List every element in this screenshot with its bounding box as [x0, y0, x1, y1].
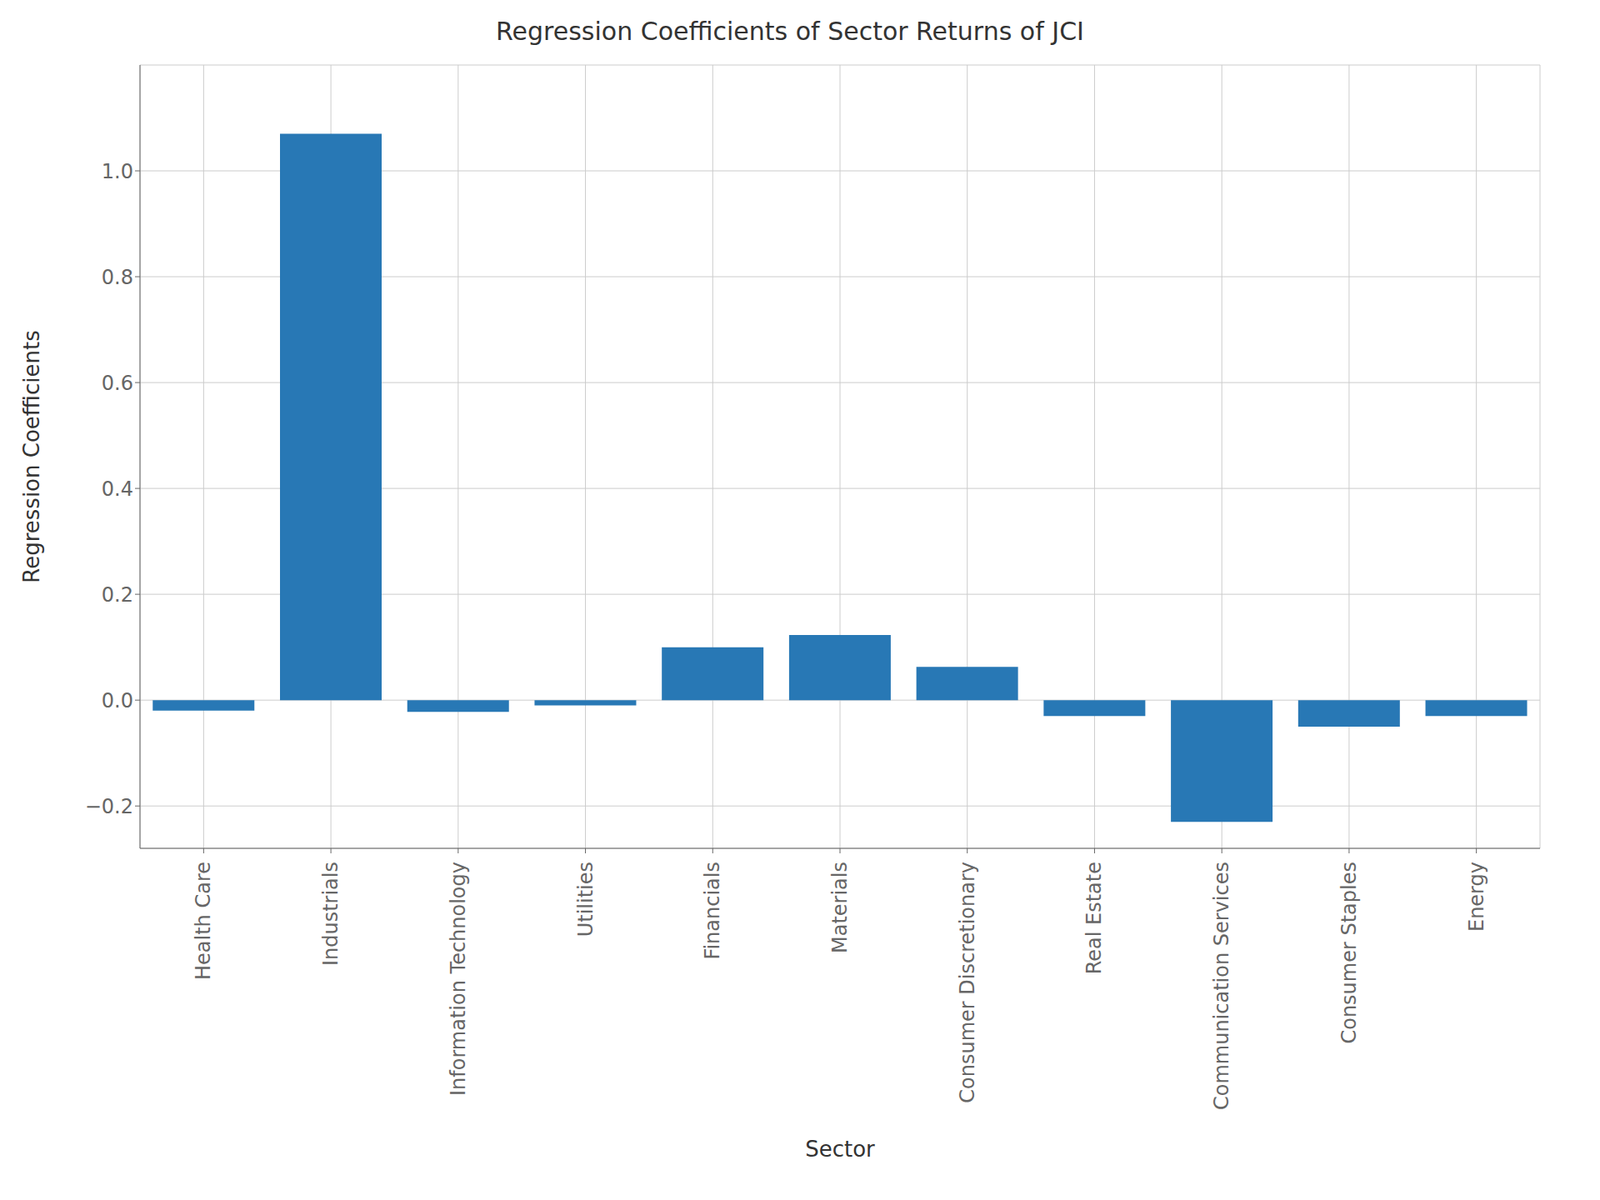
svg-text:Health Care: Health Care [191, 861, 215, 980]
svg-text:Industrials: Industrials [319, 861, 343, 966]
svg-text:Real Estate: Real Estate [1082, 861, 1106, 975]
html-text:Regression Coefficients of Sec: Regression Coefficients of Sector Return… [495, 16, 1085, 46]
svg-text:0.2: 0.2 [101, 583, 134, 607]
svg-text:1.0: 1.0 [101, 160, 134, 184]
svg-text:0.0: 0.0 [101, 689, 134, 713]
svg-text:Sector: Sector [805, 1136, 875, 1162]
svg-text:Communication Services: Communication Services [1210, 861, 1234, 1110]
svg-text:Energy: Energy [1465, 861, 1489, 932]
svg-text:Financials: Financials [700, 861, 725, 960]
svg-text:Consumer Discretionary: Consumer Discretionary [955, 861, 980, 1104]
svg-text:0.8: 0.8 [101, 265, 134, 290]
svg-text:−0.2: −0.2 [85, 795, 134, 819]
svg-text:0.6: 0.6 [101, 371, 134, 395]
svg-text:Information Technology: Information Technology [446, 861, 470, 1096]
svg-text:Utilities: Utilities [574, 861, 598, 937]
svg-text:Regression Coefficients: Regression Coefficients [19, 330, 45, 583]
svg-text:Materials: Materials [828, 861, 852, 954]
svg-text:Consumer Staples: Consumer Staples [1337, 861, 1361, 1045]
svg-text:0.4: 0.4 [101, 477, 134, 501]
